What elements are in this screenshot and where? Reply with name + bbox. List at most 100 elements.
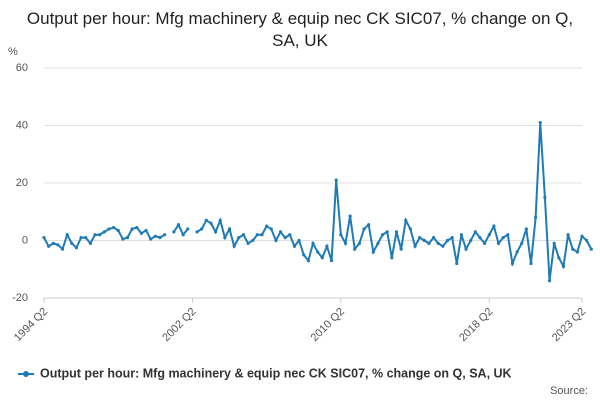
point: [269, 227, 273, 231]
point: [483, 241, 487, 245]
point: [200, 227, 204, 231]
source: Source:: [550, 385, 588, 397]
point: [195, 230, 199, 234]
point: [144, 228, 148, 233]
point: [501, 236, 505, 240]
y-tick-label: 60: [16, 62, 28, 74]
point: [524, 227, 528, 231]
point: [520, 241, 524, 245]
point: [51, 241, 55, 245]
point: [311, 241, 315, 245]
point: [473, 230, 477, 234]
legend-marker: [23, 371, 29, 377]
point: [515, 250, 519, 254]
point: [450, 236, 454, 240]
point: [325, 244, 329, 248]
point: [464, 247, 468, 251]
legend-label: Output per hour: Mfg machinery & equip n…: [40, 366, 512, 380]
point: [390, 256, 394, 260]
point: [543, 195, 547, 199]
point: [292, 244, 297, 248]
point: [343, 241, 348, 245]
point: [153, 234, 157, 238]
y-tick-label: 40: [16, 119, 28, 131]
point: [538, 121, 542, 125]
point: [278, 230, 283, 234]
point: [218, 218, 222, 222]
line: [43, 122, 593, 281]
y-tick-label: -20: [12, 292, 28, 304]
point: [102, 230, 106, 234]
point: [209, 221, 213, 225]
point: [70, 241, 74, 245]
point: [557, 256, 561, 260]
point: [306, 259, 310, 263]
point: [274, 238, 278, 243]
point: [404, 218, 408, 222]
point: [65, 233, 69, 237]
x-tick-label: 2002 Q2: [160, 306, 198, 344]
point: [232, 244, 236, 248]
point: [47, 244, 51, 248]
point: [98, 233, 102, 237]
point: [111, 225, 116, 230]
point: [334, 178, 338, 182]
point: [135, 225, 139, 230]
point: [79, 236, 83, 240]
point: [223, 236, 227, 240]
point: [487, 233, 491, 237]
y-tick-label: 20: [16, 177, 28, 189]
point: [380, 233, 385, 237]
point: [422, 238, 426, 243]
point: [427, 241, 431, 245]
point: [241, 233, 246, 237]
point: [56, 243, 60, 247]
point: [385, 230, 389, 234]
point: [371, 250, 375, 254]
point: [571, 247, 575, 251]
point: [139, 231, 143, 235]
point: [376, 241, 380, 245]
point: [348, 214, 352, 218]
point: [547, 279, 552, 283]
point: [575, 250, 579, 254]
point: [492, 224, 496, 228]
point: [408, 227, 412, 231]
point: [316, 250, 320, 254]
point: [246, 241, 250, 245]
y-tick-label: 0: [22, 234, 28, 246]
point: [510, 261, 515, 266]
point: [357, 241, 361, 245]
point: [399, 247, 403, 251]
x-tick-label: 2023 Q2: [550, 306, 588, 344]
point: [478, 236, 482, 240]
point: [320, 256, 324, 260]
point: [413, 244, 417, 248]
point: [329, 259, 334, 263]
point: [74, 246, 79, 250]
y-axis-label: %: [8, 46, 18, 58]
point: [125, 236, 130, 240]
point: [362, 227, 366, 231]
point: [214, 230, 218, 234]
point: [353, 247, 357, 251]
x-tick-label: 1994 Q2: [12, 306, 50, 344]
point: [283, 236, 287, 240]
point: [561, 264, 566, 268]
point: [418, 236, 422, 240]
point: [534, 215, 538, 220]
point: [552, 241, 556, 245]
x-tick-label: 2018 Q2: [457, 306, 495, 344]
point: [181, 233, 185, 237]
chart-title: Output per hour: Mfg machinery & equip n…: [26, 9, 574, 50]
point: [42, 236, 46, 240]
point: [88, 241, 92, 245]
point: [121, 237, 125, 241]
point: [176, 223, 181, 227]
point: [116, 228, 120, 233]
point: [441, 244, 445, 248]
point: [566, 233, 570, 237]
point: [149, 237, 153, 241]
